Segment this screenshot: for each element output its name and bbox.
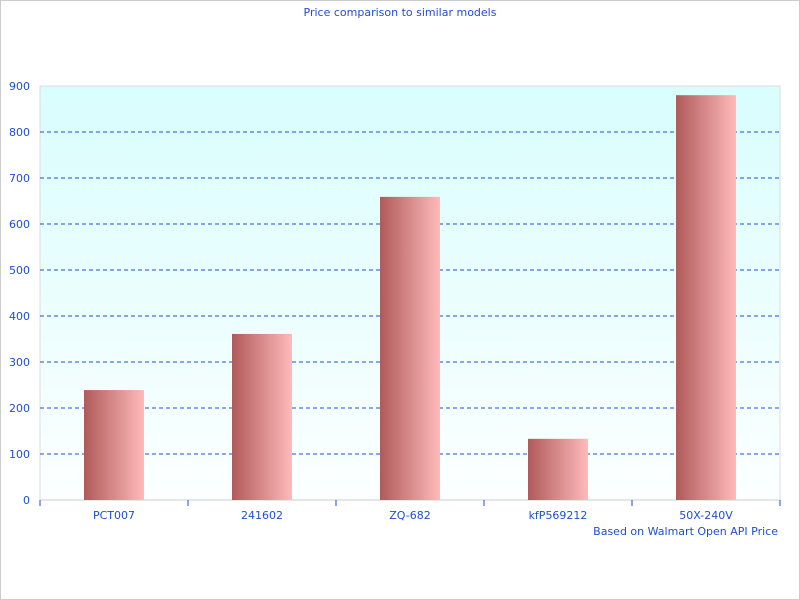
x-tick-label: 241602 (241, 509, 283, 522)
bar-ZQ-682 (380, 196, 440, 501)
y-tick-label: 200 (9, 402, 30, 415)
bar-50X-240V (676, 95, 736, 500)
x-tick-label: PCT007 (93, 509, 135, 522)
y-tick-label: 500 (9, 264, 30, 277)
chart-subtitle: Based on Walmart Open API Price (593, 525, 778, 538)
y-tick-label: 700 (9, 172, 30, 185)
y-tick-label: 900 (9, 80, 30, 93)
y-tick-label: 100 (9, 448, 30, 461)
y-tick-label: 0 (23, 494, 30, 507)
y-tick-label: 800 (9, 126, 30, 139)
bar-kfP569212 (528, 438, 588, 500)
chart-title: Price comparison to similar models (304, 6, 497, 19)
y-tick-label: 300 (9, 356, 30, 369)
y-tick-label: 600 (9, 218, 30, 231)
bar-PCT007 (84, 390, 144, 500)
x-tick-label: ZQ-682 (389, 509, 430, 522)
y-tick-label: 400 (9, 310, 30, 323)
x-tick-label: kfP569212 (529, 509, 588, 522)
x-tick-label: 50X-240V (679, 509, 733, 522)
bar-241602 (232, 333, 292, 500)
